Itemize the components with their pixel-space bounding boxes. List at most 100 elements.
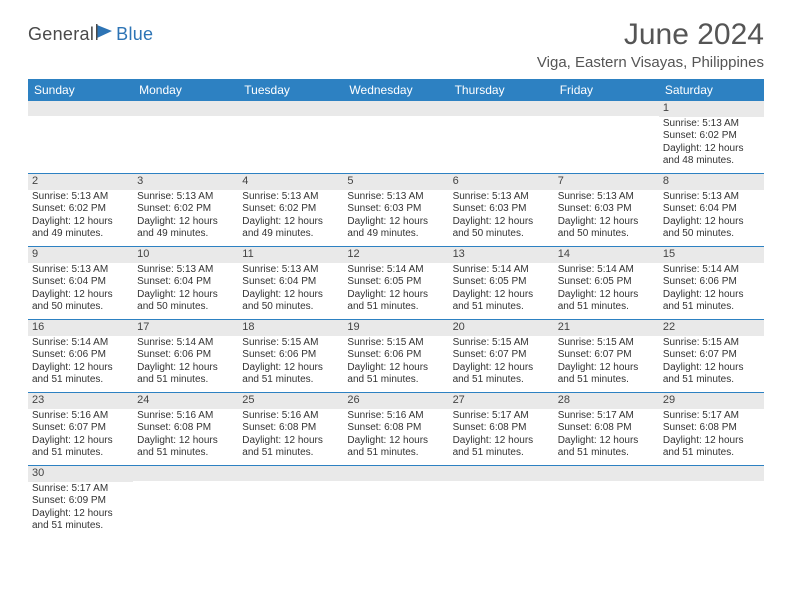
day-number: 5 xyxy=(343,174,448,190)
sunset-text: Sunset: 6:05 PM xyxy=(453,276,550,289)
sunrise-text: Sunrise: 5:15 AM xyxy=(242,337,339,350)
day-number xyxy=(659,466,764,481)
day-cell: 24Sunrise: 5:16 AMSunset: 6:08 PMDayligh… xyxy=(133,393,238,465)
day-number: 28 xyxy=(554,393,659,409)
sunrise-text: Sunrise: 5:13 AM xyxy=(137,264,234,277)
title-block: June 2024 Viga, Eastern Visayas, Philipp… xyxy=(537,18,764,71)
day-number xyxy=(554,466,659,481)
sunrise-text: Sunrise: 5:16 AM xyxy=(242,410,339,423)
sunrise-text: Sunrise: 5:13 AM xyxy=(137,191,234,204)
daylight-text: Daylight: 12 hours and 49 minutes. xyxy=(347,216,444,241)
day-number: 22 xyxy=(659,320,764,336)
sunset-text: Sunset: 6:04 PM xyxy=(242,276,339,289)
day-body: Sunrise: 5:14 AMSunset: 6:05 PMDaylight:… xyxy=(343,263,448,317)
day-number: 24 xyxy=(133,393,238,409)
day-body: Sunrise: 5:17 AMSunset: 6:08 PMDaylight:… xyxy=(659,409,764,463)
day-cell: 6Sunrise: 5:13 AMSunset: 6:03 PMDaylight… xyxy=(449,174,554,246)
sunset-text: Sunset: 6:08 PM xyxy=(347,422,444,435)
sunrise-text: Sunrise: 5:13 AM xyxy=(663,191,760,204)
flag-icon xyxy=(96,24,116,45)
daylight-text: Daylight: 12 hours and 51 minutes. xyxy=(347,435,444,460)
day-cell xyxy=(133,466,238,538)
day-cell xyxy=(554,466,659,538)
day-cell: 7Sunrise: 5:13 AMSunset: 6:03 PMDaylight… xyxy=(554,174,659,246)
day-cell: 13Sunrise: 5:14 AMSunset: 6:05 PMDayligh… xyxy=(449,247,554,319)
sunset-text: Sunset: 6:08 PM xyxy=(242,422,339,435)
day-cell: 5Sunrise: 5:13 AMSunset: 6:03 PMDaylight… xyxy=(343,174,448,246)
sunrise-text: Sunrise: 5:13 AM xyxy=(242,264,339,277)
sunset-text: Sunset: 6:02 PM xyxy=(242,203,339,216)
day-number: 11 xyxy=(238,247,343,263)
sunrise-text: Sunrise: 5:14 AM xyxy=(32,337,129,350)
sunrise-text: Sunrise: 5:14 AM xyxy=(137,337,234,350)
sunset-text: Sunset: 6:02 PM xyxy=(663,130,760,143)
sunset-text: Sunset: 6:08 PM xyxy=(663,422,760,435)
dow-cell: Friday xyxy=(554,79,659,101)
dow-cell: Tuesday xyxy=(238,79,343,101)
day-number: 20 xyxy=(449,320,554,336)
day-number: 10 xyxy=(133,247,238,263)
day-cell: 22Sunrise: 5:15 AMSunset: 6:07 PMDayligh… xyxy=(659,320,764,392)
day-number xyxy=(449,101,554,116)
daylight-text: Daylight: 12 hours and 51 minutes. xyxy=(453,289,550,314)
day-body: Sunrise: 5:16 AMSunset: 6:07 PMDaylight:… xyxy=(28,409,133,463)
day-number: 4 xyxy=(238,174,343,190)
day-cell xyxy=(28,101,133,173)
sunset-text: Sunset: 6:02 PM xyxy=(32,203,129,216)
day-number: 13 xyxy=(449,247,554,263)
sunset-text: Sunset: 6:05 PM xyxy=(558,276,655,289)
week-row: 30Sunrise: 5:17 AMSunset: 6:09 PMDayligh… xyxy=(28,466,764,538)
day-cell: 16Sunrise: 5:14 AMSunset: 6:06 PMDayligh… xyxy=(28,320,133,392)
day-body: Sunrise: 5:14 AMSunset: 6:06 PMDaylight:… xyxy=(133,336,238,390)
day-body: Sunrise: 5:17 AMSunset: 6:08 PMDaylight:… xyxy=(449,409,554,463)
daylight-text: Daylight: 12 hours and 50 minutes. xyxy=(453,216,550,241)
dow-cell: Thursday xyxy=(449,79,554,101)
sunrise-text: Sunrise: 5:15 AM xyxy=(453,337,550,350)
day-cell: 29Sunrise: 5:17 AMSunset: 6:08 PMDayligh… xyxy=(659,393,764,465)
day-cell: 10Sunrise: 5:13 AMSunset: 6:04 PMDayligh… xyxy=(133,247,238,319)
day-cell xyxy=(238,466,343,538)
daylight-text: Daylight: 12 hours and 50 minutes. xyxy=(663,216,760,241)
day-body: Sunrise: 5:13 AMSunset: 6:02 PMDaylight:… xyxy=(28,190,133,244)
day-cell: 26Sunrise: 5:16 AMSunset: 6:08 PMDayligh… xyxy=(343,393,448,465)
day-cell: 21Sunrise: 5:15 AMSunset: 6:07 PMDayligh… xyxy=(554,320,659,392)
day-number xyxy=(554,101,659,116)
day-number: 30 xyxy=(28,466,133,482)
sunrise-text: Sunrise: 5:17 AM xyxy=(453,410,550,423)
sunrise-text: Sunrise: 5:14 AM xyxy=(558,264,655,277)
month-title: June 2024 xyxy=(537,18,764,52)
daylight-text: Daylight: 12 hours and 50 minutes. xyxy=(558,216,655,241)
day-body: Sunrise: 5:15 AMSunset: 6:07 PMDaylight:… xyxy=(554,336,659,390)
day-number: 29 xyxy=(659,393,764,409)
daylight-text: Daylight: 12 hours and 51 minutes. xyxy=(32,508,129,533)
sunset-text: Sunset: 6:08 PM xyxy=(453,422,550,435)
day-body: Sunrise: 5:15 AMSunset: 6:07 PMDaylight:… xyxy=(449,336,554,390)
day-cell: 15Sunrise: 5:14 AMSunset: 6:06 PMDayligh… xyxy=(659,247,764,319)
day-number xyxy=(238,466,343,481)
day-cell: 20Sunrise: 5:15 AMSunset: 6:07 PMDayligh… xyxy=(449,320,554,392)
daylight-text: Daylight: 12 hours and 51 minutes. xyxy=(242,435,339,460)
sunset-text: Sunset: 6:03 PM xyxy=(347,203,444,216)
day-number xyxy=(133,101,238,116)
dow-cell: Monday xyxy=(133,79,238,101)
day-cell: 1Sunrise: 5:13 AMSunset: 6:02 PMDaylight… xyxy=(659,101,764,173)
day-cell: 30Sunrise: 5:17 AMSunset: 6:09 PMDayligh… xyxy=(28,466,133,538)
sunrise-text: Sunrise: 5:14 AM xyxy=(663,264,760,277)
day-cell xyxy=(659,466,764,538)
day-number: 26 xyxy=(343,393,448,409)
day-number: 14 xyxy=(554,247,659,263)
sunrise-text: Sunrise: 5:14 AM xyxy=(347,264,444,277)
daylight-text: Daylight: 12 hours and 51 minutes. xyxy=(242,362,339,387)
dow-cell: Wednesday xyxy=(343,79,448,101)
calendar-page: General Blue June 2024 Viga, Eastern Vis… xyxy=(0,0,792,538)
dow-cell: Sunday xyxy=(28,79,133,101)
daylight-text: Daylight: 12 hours and 51 minutes. xyxy=(347,289,444,314)
sunset-text: Sunset: 6:07 PM xyxy=(558,349,655,362)
day-body: Sunrise: 5:16 AMSunset: 6:08 PMDaylight:… xyxy=(238,409,343,463)
sunset-text: Sunset: 6:03 PM xyxy=(453,203,550,216)
sunrise-text: Sunrise: 5:17 AM xyxy=(32,483,129,496)
sunrise-text: Sunrise: 5:13 AM xyxy=(32,191,129,204)
day-cell xyxy=(238,101,343,173)
daylight-text: Daylight: 12 hours and 50 minutes. xyxy=(32,289,129,314)
daylight-text: Daylight: 12 hours and 51 minutes. xyxy=(663,289,760,314)
